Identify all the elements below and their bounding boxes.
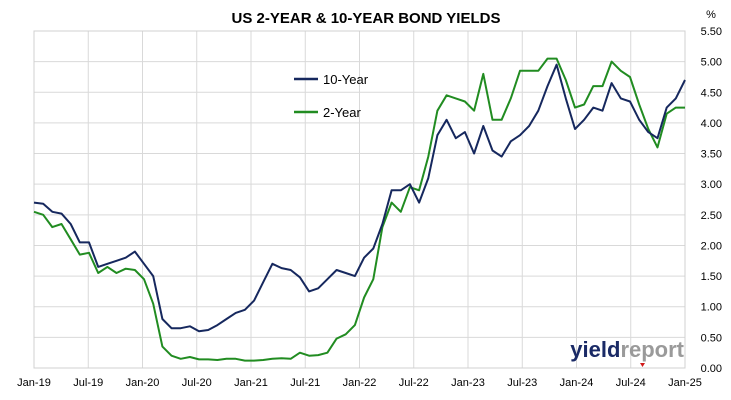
brand-marker-icon <box>640 363 645 367</box>
legend-label: 2-Year <box>323 105 361 120</box>
x-tick-label: Jan-22 <box>343 377 377 389</box>
y-tick-label: 4.00 <box>701 118 722 130</box>
grid-lines <box>34 31 685 368</box>
plot-area-frame <box>33 30 686 369</box>
x-tick-label: Jul-22 <box>399 377 429 389</box>
x-tick-label: Jan-23 <box>451 377 485 389</box>
y-tick-label: 3.50 <box>701 149 722 161</box>
series-line-2-year <box>33 57 685 362</box>
brand-part-report: report <box>620 337 684 362</box>
x-tick-label: Jan-24 <box>560 377 594 389</box>
series-lines <box>33 57 686 362</box>
svg-text:yieldreport: yieldreport <box>570 337 684 362</box>
x-tick-label: Jan-21 <box>234 377 268 389</box>
x-tick-label: Jul-23 <box>507 377 537 389</box>
x-tick-label: Jul-20 <box>182 377 212 389</box>
y-tick-label: 4.50 <box>701 87 722 99</box>
y-tick-label: 2.50 <box>701 210 722 222</box>
y-axis: 0.00 0.50 1.00 1.50 2.00 2.50 3.00 3.50 4.00 4.50… <box>701 26 722 375</box>
brand-logo: yieldreport <box>570 337 685 367</box>
chart-title: US 2-YEAR & 10-YEAR BOND YIELDS <box>232 10 501 27</box>
legend-label: 10-Year <box>323 72 369 87</box>
x-tick-label: Jan-20 <box>126 377 160 389</box>
brand-part-yield: yield <box>570 337 620 362</box>
x-tick-label: Jul-24 <box>616 377 646 389</box>
y-tick-label: 0.00 <box>701 363 722 375</box>
legend: 10-Year 2-Year <box>294 72 369 120</box>
y-tick-label: 1.00 <box>701 302 722 314</box>
y-tick-label: 2.00 <box>701 240 722 252</box>
y-tick-label: 3.00 <box>701 179 722 191</box>
y-tick-label: 0.50 <box>701 332 722 344</box>
x-tick-label: Jan-19 <box>17 377 51 389</box>
y-axis-unit: % <box>706 9 716 21</box>
y-tick-label: 5.50 <box>701 26 722 38</box>
y-tick-label: 1.50 <box>701 271 722 283</box>
x-tick-label: Jul-21 <box>290 377 320 389</box>
series-line-10-year <box>33 63 686 333</box>
x-tick-label: Jul-19 <box>73 377 103 389</box>
x-axis: Jan-19 Jul-19 Jan-20 Jul-20 Jan-21 Jul-21 Jan-… <box>17 377 702 389</box>
y-tick-label: 5.00 <box>701 57 722 69</box>
x-tick-label: Jan-25 <box>668 377 702 389</box>
